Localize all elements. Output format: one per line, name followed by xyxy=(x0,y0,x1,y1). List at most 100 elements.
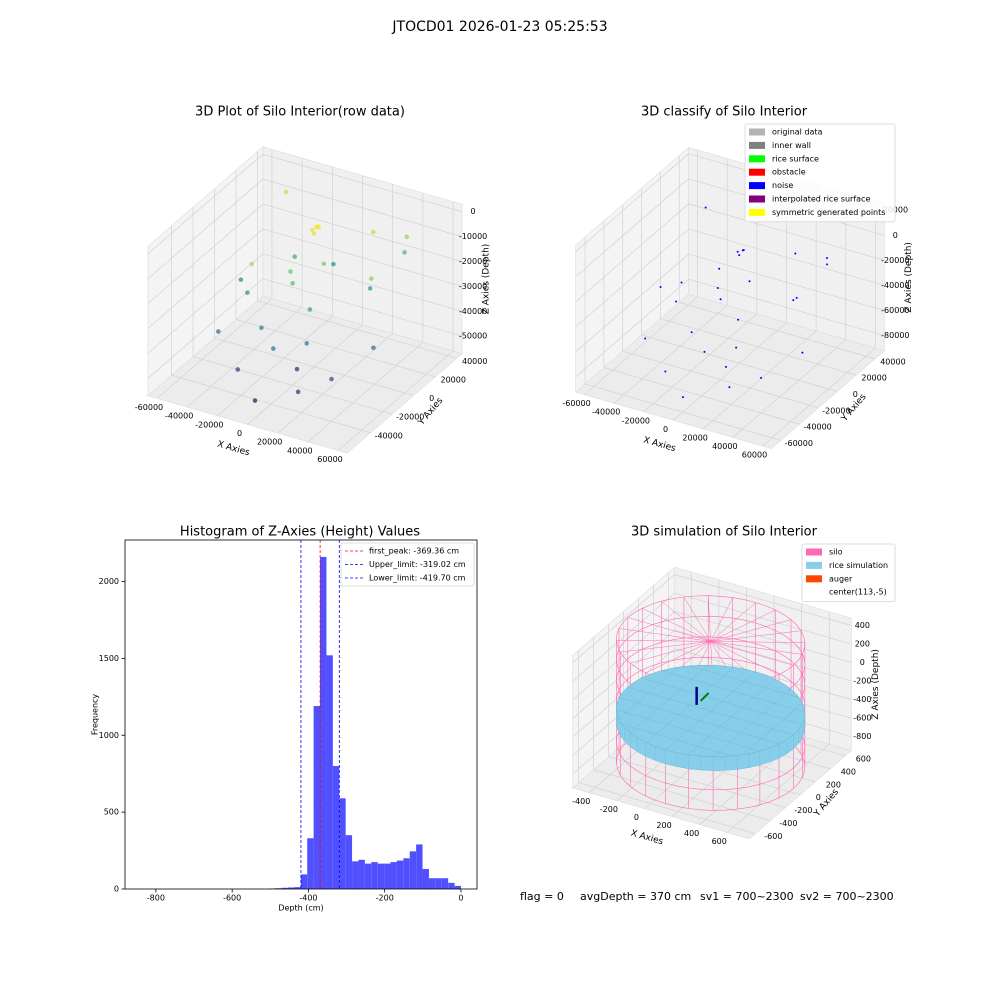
point xyxy=(801,351,804,354)
bar xyxy=(403,858,410,889)
legend-label: original data xyxy=(772,128,823,137)
grid-line xyxy=(643,313,758,413)
point xyxy=(402,250,407,255)
point xyxy=(703,350,706,353)
z-tick-label: -40000 xyxy=(459,307,487,316)
rice-side xyxy=(748,750,761,768)
z-tick-label: -20000 xyxy=(459,257,487,266)
z-tick-label: -20000 xyxy=(881,256,909,265)
bar xyxy=(332,766,340,889)
grid-line xyxy=(575,253,689,353)
z-tick-label: -50000 xyxy=(459,332,487,341)
z-tick-label: -60000 xyxy=(881,306,909,315)
grid-line xyxy=(584,383,781,441)
x-tick-label: -400 xyxy=(299,894,317,903)
point xyxy=(735,346,738,349)
point xyxy=(238,277,244,282)
silo-roof-wire xyxy=(710,597,733,642)
y-tick-label: 0 xyxy=(816,793,821,802)
grid-line xyxy=(171,374,371,434)
footer-sv1: sv1 = 700~2300 xyxy=(700,890,794,903)
auger-arm xyxy=(699,692,710,702)
legend-swatch xyxy=(749,128,765,136)
y-axis-label: Frequency xyxy=(91,694,100,736)
y-tick-label: 600 xyxy=(856,754,871,763)
grid-line xyxy=(262,153,463,213)
silo-roof-wire xyxy=(618,628,711,642)
legend-label: noise xyxy=(772,181,793,190)
y-tick-label: -20000 xyxy=(396,413,424,422)
point xyxy=(371,229,376,235)
grid-line xyxy=(674,574,852,626)
grid-line xyxy=(688,253,885,311)
rice-mesh xyxy=(665,671,756,751)
point xyxy=(329,376,334,382)
x-tick-label: 40000 xyxy=(287,446,312,455)
point xyxy=(404,234,410,240)
z-tick-label: -10000 xyxy=(459,232,487,241)
x-tick-label: -800 xyxy=(147,894,165,903)
bar xyxy=(352,861,359,889)
rice-mesh xyxy=(742,702,803,755)
silo-roof-wire xyxy=(710,609,776,642)
silo-roof-wire xyxy=(710,602,756,642)
legend-swatch xyxy=(749,168,765,176)
grid-line xyxy=(572,629,675,719)
point xyxy=(259,325,264,331)
y-tick-label: 40000 xyxy=(880,357,905,366)
grid-line xyxy=(572,574,675,664)
grid-line xyxy=(641,334,838,392)
bar xyxy=(294,887,301,889)
x-tick-label: -600 xyxy=(223,894,241,903)
silo-roof-wire xyxy=(627,617,711,642)
grid-line xyxy=(575,203,689,303)
y-tick-label: 500 xyxy=(104,808,119,817)
bar xyxy=(435,878,442,889)
legend-label: Upper_limit: -319.02 cm xyxy=(369,560,466,569)
y-tick-label: -600 xyxy=(764,832,782,841)
rice-side xyxy=(712,756,726,771)
grid-line xyxy=(147,253,264,354)
point xyxy=(690,331,693,334)
grid-line xyxy=(147,278,264,379)
silo-roof-wire xyxy=(620,641,711,653)
bar xyxy=(422,869,429,889)
x-tick-label: 0 xyxy=(237,429,242,438)
grid-line xyxy=(307,342,424,443)
x-tick-label: -200 xyxy=(600,805,618,814)
bar xyxy=(377,863,385,889)
legend-swatch xyxy=(806,548,822,556)
point xyxy=(738,254,741,257)
grid-line xyxy=(147,178,264,279)
bar xyxy=(384,863,391,889)
bar xyxy=(416,844,423,889)
point xyxy=(795,296,798,299)
point xyxy=(644,337,647,340)
x-tick-label: 20000 xyxy=(257,438,282,447)
grid-line xyxy=(688,228,885,286)
x-tick-label: 60000 xyxy=(317,455,342,464)
bar xyxy=(313,706,321,889)
point xyxy=(742,248,745,251)
legend-label: interpolated rice surface xyxy=(772,195,870,204)
point xyxy=(704,206,707,209)
x-tick-label: 20000 xyxy=(682,433,707,442)
point xyxy=(311,231,317,236)
point xyxy=(724,365,727,368)
legend-box xyxy=(340,542,475,587)
grid-line xyxy=(235,319,436,378)
legend-label: first_peak: -369.36 cm xyxy=(369,547,459,556)
legend-label: symmetric generated points xyxy=(772,208,885,217)
silo-roof-wire xyxy=(710,641,794,666)
x-tick-label: 600 xyxy=(712,837,727,846)
z-axis-label: Z Axies (Depth) xyxy=(482,244,492,315)
silo-roof-wire xyxy=(710,641,780,675)
rice-mesh xyxy=(641,677,803,725)
grid-line xyxy=(575,278,689,378)
legend-swatch xyxy=(806,575,822,583)
grid-line xyxy=(277,333,393,434)
z-tick-label: -200 xyxy=(853,677,871,686)
rice-side xyxy=(737,753,750,770)
rice-mesh xyxy=(687,679,776,755)
